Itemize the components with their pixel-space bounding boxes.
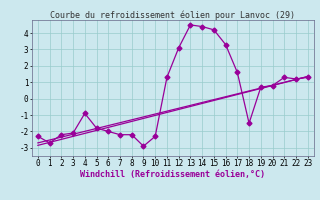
Title: Courbe du refroidissement éolien pour Lanvoc (29): Courbe du refroidissement éolien pour La… bbox=[50, 10, 295, 20]
X-axis label: Windchill (Refroidissement éolien,°C): Windchill (Refroidissement éolien,°C) bbox=[80, 170, 265, 179]
